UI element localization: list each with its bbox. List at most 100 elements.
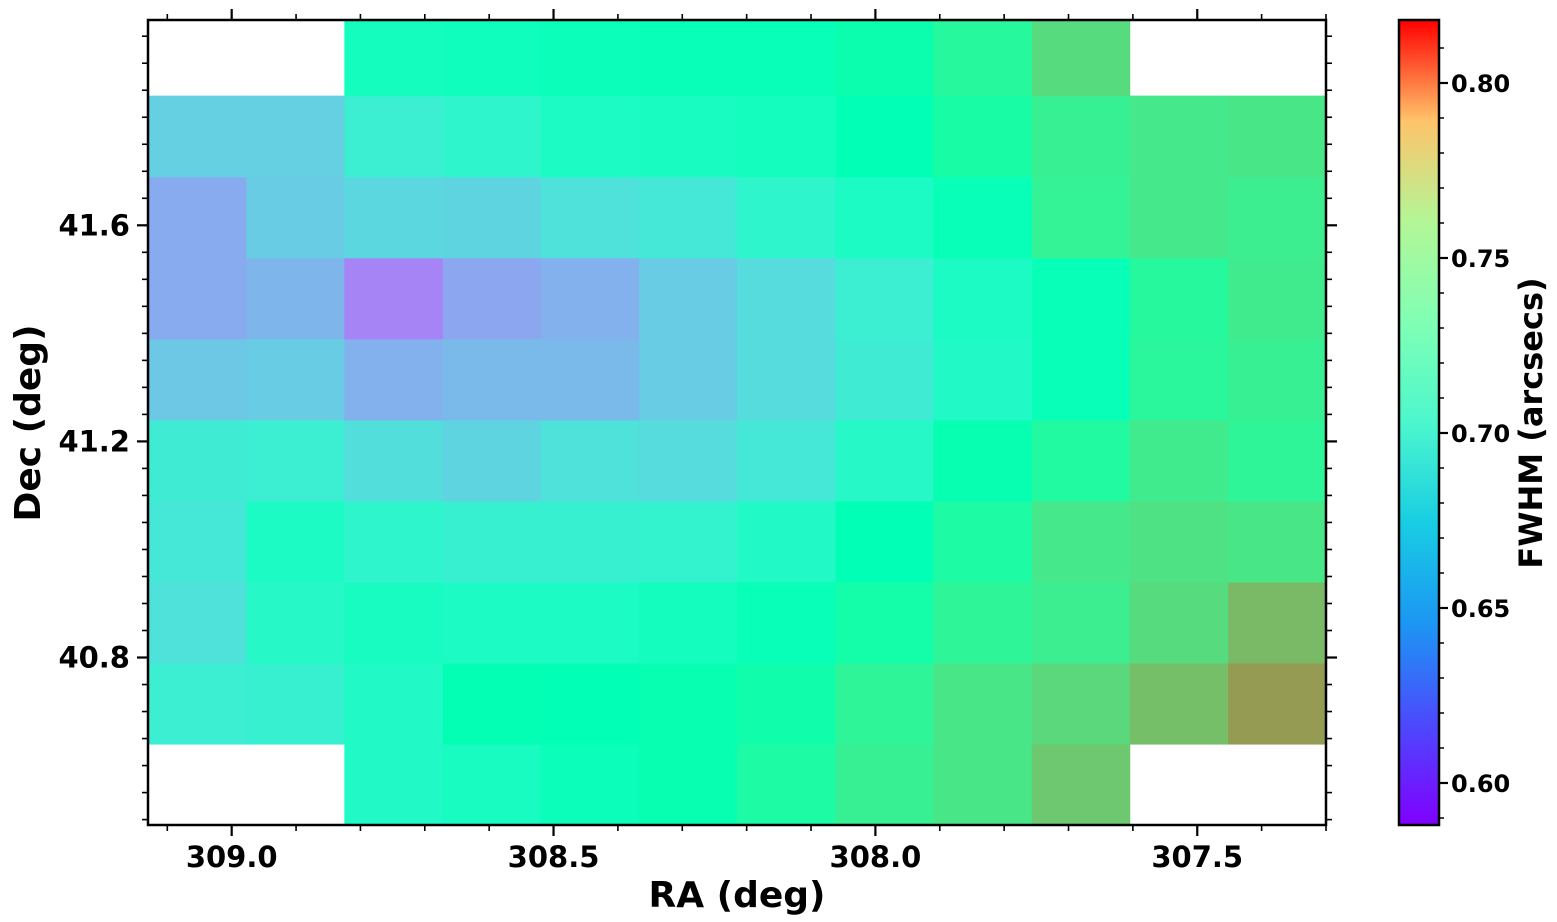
heatmap-cell xyxy=(1031,20,1131,97)
heatmap-cell xyxy=(148,581,248,664)
heatmap-cell xyxy=(246,176,345,259)
heatmap-cell xyxy=(835,743,934,826)
heatmap-cell xyxy=(737,581,837,664)
colorbar-title: FWHM (arcsecs) xyxy=(1512,277,1550,568)
heatmap-cell xyxy=(1228,257,1327,340)
colorbar-tick-label: 0.60 xyxy=(1451,770,1510,798)
y-tick-labels: 40.8 41.2 41.6 xyxy=(58,208,130,674)
heatmap-cell xyxy=(933,20,1033,97)
heatmap-cell xyxy=(1228,662,1327,745)
heatmap-cell xyxy=(246,581,345,664)
heatmap-cell xyxy=(442,176,542,259)
heatmap-cell xyxy=(737,338,837,421)
heatmap-cell xyxy=(835,20,934,97)
heatmap-cell xyxy=(246,500,345,583)
heatmap-cell xyxy=(344,500,444,583)
heatmap-cell xyxy=(148,176,248,259)
heatmap-cell xyxy=(1228,419,1327,502)
y-axis-title: Dec (deg) xyxy=(8,324,49,521)
heatmap-cell xyxy=(1031,176,1131,259)
heatmap-cell xyxy=(737,743,837,826)
heatmap-cell xyxy=(442,662,542,745)
heatmap-cell xyxy=(442,419,542,502)
heatmap-cell xyxy=(1129,95,1229,178)
heatmap-cell xyxy=(737,662,837,745)
heatmap-cell xyxy=(344,419,444,502)
heatmap-cell xyxy=(835,95,934,178)
heatmap-cell xyxy=(1129,419,1229,502)
heatmap-cell xyxy=(1129,581,1229,664)
heatmap-cell xyxy=(1031,338,1131,421)
heatmap-cell xyxy=(540,95,640,178)
heatmap-cell xyxy=(933,95,1033,178)
heatmap-cell xyxy=(639,662,738,745)
heatmap-cell xyxy=(246,662,345,745)
heatmap-cell xyxy=(1129,662,1229,745)
heatmap-cell xyxy=(344,581,444,664)
heatmap-cell xyxy=(1031,257,1131,340)
heatmap-cells xyxy=(148,20,1327,826)
heatmap-cell xyxy=(246,338,345,421)
heatmap-cell xyxy=(1031,95,1131,178)
colorbar-ticks: 0.60 0.65 0.70 0.75 0.80 xyxy=(1439,47,1510,819)
heatmap-cell xyxy=(639,419,738,502)
heatmap-cell xyxy=(540,338,640,421)
heatmap-cell xyxy=(1228,500,1327,583)
heatmap-cell xyxy=(148,500,248,583)
heatmap-cell xyxy=(246,419,345,502)
heatmap-cell xyxy=(737,500,837,583)
x-axis-title: RA (deg) xyxy=(649,875,826,916)
heatmap-cell xyxy=(148,257,248,340)
heatmap-cell xyxy=(1129,500,1229,583)
heatmap-cell xyxy=(737,95,837,178)
heatmap-cell xyxy=(540,743,640,826)
heatmap-cell xyxy=(737,176,837,259)
heatmap-cell xyxy=(1129,176,1229,259)
heatmap-cell xyxy=(639,338,738,421)
heatmap-cell xyxy=(835,581,934,664)
heatmap-cell xyxy=(1228,581,1327,664)
colorbar-tick-label: 0.75 xyxy=(1451,245,1510,273)
heatmap-cell xyxy=(540,662,640,745)
heatmap-cell xyxy=(1129,338,1229,421)
heatmap-cell xyxy=(835,662,934,745)
heatmap-cell xyxy=(148,95,248,178)
heatmap-cell xyxy=(442,743,542,826)
heatmap-cell xyxy=(933,176,1033,259)
heatmap-cell xyxy=(835,500,934,583)
heatmap-cell xyxy=(540,581,640,664)
x-tick-labels: 309.0 308.5 308.0 307.5 xyxy=(186,840,1243,874)
heatmap-cell xyxy=(933,662,1033,745)
x-tick-label: 308.0 xyxy=(830,840,922,874)
heatmap-cell xyxy=(246,95,345,178)
heatmap-cell xyxy=(246,257,345,340)
x-tick-label: 309.0 xyxy=(186,840,278,874)
heatmap-cell xyxy=(835,419,934,502)
heatmap-cell xyxy=(1228,338,1327,421)
y-tick-label: 41.6 xyxy=(58,208,130,242)
heatmap-cell xyxy=(344,338,444,421)
heatmap-cell xyxy=(1228,95,1327,178)
heatmap-cell xyxy=(933,257,1033,340)
heatmap-cell xyxy=(344,662,444,745)
heatmap-cell xyxy=(933,500,1033,583)
y-tick-label: 41.2 xyxy=(58,424,130,458)
heatmap-cell xyxy=(737,20,837,97)
y-tick-label: 40.8 xyxy=(58,641,130,675)
colorbar-tick-label: 0.80 xyxy=(1451,70,1510,98)
heatmap-cell xyxy=(1129,257,1229,340)
heatmap-cell xyxy=(540,419,640,502)
heatmap-cell xyxy=(1031,662,1131,745)
heatmap-cell xyxy=(540,500,640,583)
heatmap-cell xyxy=(639,581,738,664)
heatmap-cell xyxy=(835,338,934,421)
heatmap-cell xyxy=(442,338,542,421)
heatmap-cell xyxy=(148,338,248,421)
heatmap-cell xyxy=(442,581,542,664)
heatmap-cell xyxy=(540,176,640,259)
heatmap-cell xyxy=(1031,419,1131,502)
heatmap-cell xyxy=(933,743,1033,826)
x-tick-label: 308.5 xyxy=(508,840,600,874)
heatmap-cell xyxy=(442,20,542,97)
